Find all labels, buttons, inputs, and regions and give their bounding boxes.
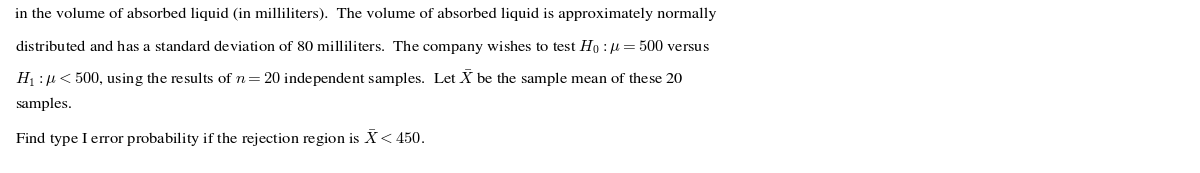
Text: $H_1 : \mu < 500$, using the results of $n = 20$ independent samples.  Let $\bar: $H_1 : \mu < 500$, using the results of … [14, 68, 684, 89]
Text: samples.: samples. [14, 98, 72, 111]
Text: Find type I error probability if the rejection region is $\bar{X} < 450$.: Find type I error probability if the rej… [14, 128, 425, 149]
Text: distributed and has a standard deviation of 80 milliliters.  The company wishes : distributed and has a standard deviation… [14, 38, 710, 56]
Text: in the volume of absorbed liquid (in milliliters).  The volume of absorbed liqui: in the volume of absorbed liquid (in mil… [14, 8, 716, 21]
